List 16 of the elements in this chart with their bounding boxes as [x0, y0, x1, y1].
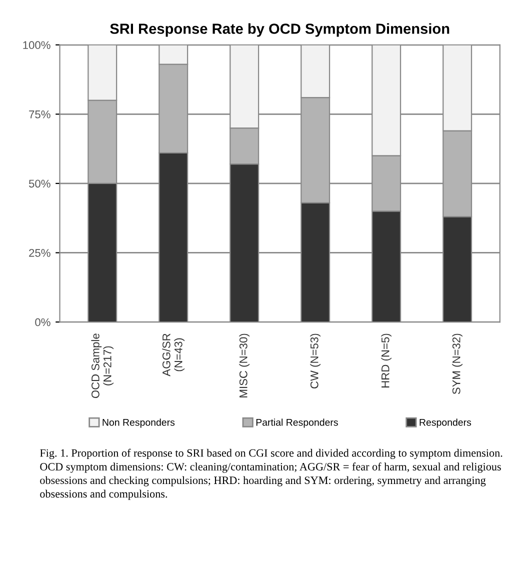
x-tick-label: CW (N=53) [310, 334, 321, 388]
caption: Fig. 1. Proportion of response to SRI based on CGI score and divided according to symptom dimension. OCD symptom dimensions: CW: cleaning/contamination; AGG/SR = fear of harm, sexual and religious obsessions and checking compulsions; HRD: hoarding and SYM: ordering, symmetry and arranging obsessions and compulsions. [40, 448, 502, 500]
x-tick-label: AGG/SR (N=43) [162, 334, 185, 376]
y-tick-label: 100% [23, 41, 50, 50]
legend-label: Non Responders [102, 418, 175, 428]
x-tick-label: OCD Sample (N=217) [91, 334, 114, 398]
x-tick-label: SYM (N=32) [452, 334, 462, 394]
y-tick-label: 0% [35, 318, 50, 326]
x-tick-label: HRD (N=5) [381, 334, 392, 388]
y-tick-label: 75% [29, 110, 50, 118]
legend-label: Partial Responders [256, 418, 338, 428]
x-tick-label: MISC (N=30) [239, 334, 250, 398]
y-tick-label: 25% [29, 249, 50, 257]
y-tick-label: 50% [28, 180, 50, 188]
legend-label: Responders [420, 418, 472, 428]
chart-title: SRI Response Rate by OCD Symptom Dimension [110, 23, 450, 37]
